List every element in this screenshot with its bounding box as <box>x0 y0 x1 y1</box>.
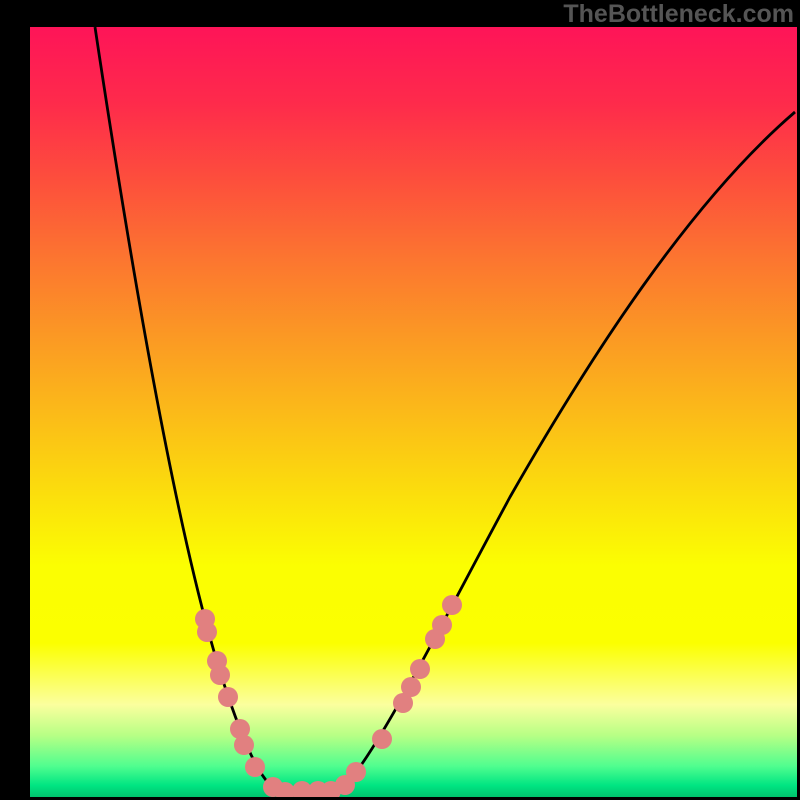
plot-area <box>30 27 797 797</box>
data-marker <box>245 757 265 777</box>
data-marker <box>234 735 254 755</box>
data-marker <box>218 687 238 707</box>
data-marker <box>432 615 452 635</box>
curve-left-branch <box>95 27 286 791</box>
data-marker <box>197 622 217 642</box>
data-marker <box>410 659 430 679</box>
data-marker <box>401 677 421 697</box>
curve-right-branch <box>330 112 795 791</box>
chart-frame: TheBottleneck.com <box>0 0 800 800</box>
data-marker <box>442 595 462 615</box>
data-marker <box>346 762 366 782</box>
watermark-text: TheBottleneck.com <box>563 0 794 29</box>
data-marker <box>372 729 392 749</box>
data-marker <box>210 665 230 685</box>
